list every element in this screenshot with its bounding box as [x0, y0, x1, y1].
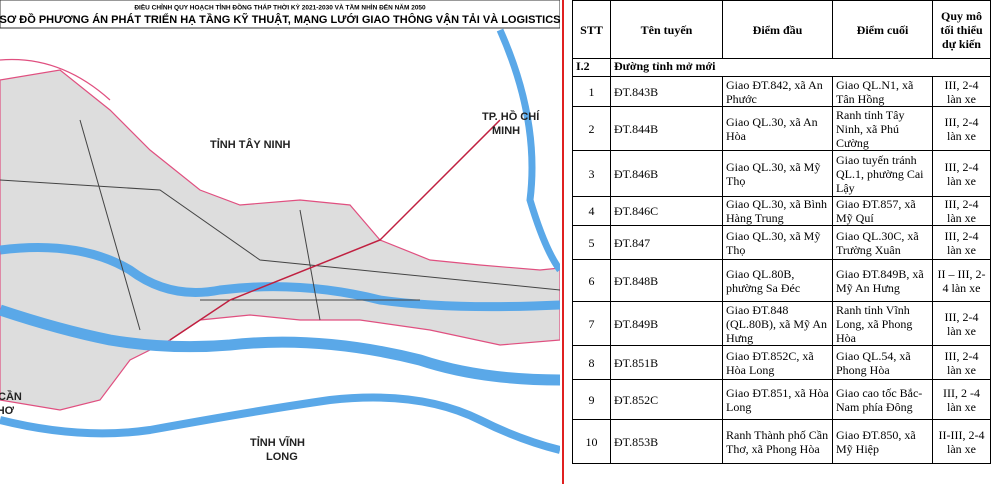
table-cell: Giao QL.30, xã Mỹ Thọ: [722, 225, 833, 260]
table-cell: Giao ĐT.852C, xã Hòa Long: [722, 345, 833, 380]
table-cell: ĐT.847: [610, 225, 723, 260]
table-cell: 1: [572, 76, 611, 107]
border: [0, 58, 111, 101]
table-cell: III, 2-4 làn xe: [932, 106, 991, 151]
table-cell: Giao ĐT.857, xã Mỹ Quí: [832, 196, 933, 226]
divider: [562, 0, 564, 484]
table-row: 10 ĐT.853B Ranh Thành phố Cần Thơ, xã Phon…: [572, 419, 991, 464]
map: ĐIỀU CHỈNH QUY HOẠCH TỈNH ĐỒNG THÁP THỜI…: [0, 0, 560, 463]
table-cell: III, 2-4 làn xe: [932, 150, 991, 197]
header-cell: Quy mô tối thiểu dự kiến: [932, 0, 991, 59]
table-row: 5 ĐT.847 Giao QL.30, xã Mỹ Thọ Giao QL.30C,…: [572, 225, 991, 260]
table-row: 7 ĐT.849B Giao ĐT.848 (QL.80B), xã Mỹ An H…: [572, 301, 991, 346]
table-cell: ĐT.851B: [610, 345, 723, 380]
table-row: 6 ĐT.848B Giao QL.80B, phường Sa Đéc Giao Đ…: [572, 259, 991, 302]
table-cell: 2: [572, 106, 611, 151]
table-row: 9 ĐT.852C Giao ĐT.851, xã Hòa Long Giao cao…: [572, 379, 991, 420]
table-row: 2 ĐT.844B Giao QL.30, xã An Hòa Ranh tỉnh T…: [572, 106, 991, 151]
table-cell: ĐT.848B: [610, 259, 723, 302]
table-cell: ĐT.853B: [610, 419, 723, 464]
table-cell: 4: [572, 196, 611, 226]
table-cell: Giao QL.N1, xã Tân Hồng: [832, 76, 933, 107]
table-cell: III, 2-4 làn xe: [932, 196, 991, 226]
map-subtitle: ĐIỀU CHỈNH QUY HOẠCH TỈNH ĐỒNG THÁP THỜI…: [134, 2, 426, 12]
region-label: TỈNH TÂY NINH: [210, 138, 291, 151]
table-cell: Ranh tỉnh Tây Ninh, xã Phú Cường: [832, 106, 933, 151]
table-cell: Giao QL.30, xã An Hòa: [722, 106, 833, 151]
table-cell: Giao ĐT.849B, xã Mỹ An Hưng: [832, 259, 933, 302]
table-row: 1 ĐT.843B Giao ĐT.842, xã An Phước Giao QL.…: [572, 76, 991, 107]
region-label: TP. HỒ CHÍ: [482, 110, 540, 123]
table-cell: 5: [572, 225, 611, 260]
table-cell: Giao QL.30, xã Mỹ Thọ: [722, 150, 833, 197]
table-cell: ĐT.843B: [610, 76, 723, 107]
table-cell: ĐT.846C: [610, 196, 723, 226]
table-cell: ĐT.849B: [610, 301, 723, 346]
table-cell: 9: [572, 379, 611, 420]
table-cell: Giao ĐT.848 (QL.80B), xã Mỹ An Hưng: [722, 301, 833, 346]
table-cell: Giao tuyến tránh QL.1, phường Cai Lậy: [832, 150, 933, 197]
header-cell: Điểm cuối: [832, 0, 933, 59]
region-label: LONG: [266, 451, 298, 463]
table-cell: 3: [572, 150, 611, 197]
road-main: [169, 119, 501, 341]
table-cell: Ranh Thành phố Cần Thơ, xã Phong Hòa: [722, 419, 833, 464]
table-cell: Ranh tỉnh Vĩnh Long, xã Phong Hòa: [832, 301, 933, 346]
table-row: 3 ĐT.846B Giao QL.30, xã Mỹ Thọ Giao tuyến …: [572, 150, 991, 197]
river: [496, 28, 560, 273]
table-cell: III, 2-4 làn xe: [932, 345, 991, 380]
province-area: [0, 69, 560, 411]
table-cell: Giao ĐT.850, xã Mỹ Hiệp: [832, 419, 933, 464]
table-cell: III, 2-4 làn xe: [932, 76, 991, 107]
header-cell: STT: [572, 0, 611, 59]
table-cell: 6: [572, 259, 611, 302]
table-row: 4 ĐT.846C Giao QL.30, xã Bình Hàng Trung Gi…: [572, 196, 991, 226]
section-title: Đường tỉnh mở mới: [610, 58, 991, 77]
river: [0, 393, 560, 454]
region-label: CẦN: [0, 390, 22, 403]
section-row: I.2 Đường tỉnh mở mới: [572, 58, 991, 77]
map-title: SƠ ĐỒ PHƯƠNG ÁN PHÁT TRIỂN HẠ TẦNG KỸ TH…: [0, 13, 560, 26]
table-cell: III, 2-4 làn xe: [932, 225, 991, 260]
header-row: STT Tên tuyến Điểm đầu Điểm cuối Quy mô tối …: [572, 0, 991, 59]
table-cell: II-III, 2-4 làn xe: [932, 419, 991, 464]
table-cell: Giao ĐT.851, xã Hòa Long: [722, 379, 833, 420]
region-label: THƠ: [0, 405, 15, 417]
table-cell: Giao QL.30, xã Bình Hàng Trung: [722, 196, 833, 226]
road: [0, 119, 560, 331]
table-cell: 8: [572, 345, 611, 380]
title-box: [0, 0, 560, 29]
table-cell: Giao QL.30C, xã Trường Xuân: [832, 225, 933, 260]
table-cell: 7: [572, 301, 611, 346]
table-cell: Giao QL.80B, phường Sa Đéc: [722, 259, 833, 302]
table-row: 8 ĐT.851B Giao ĐT.852C, xã Hòa Long Giao QL…: [572, 345, 991, 380]
table-cell: II – III, 2-4 làn xe: [932, 259, 991, 302]
river: [0, 243, 560, 312]
table-cell: Giao QL.54, xã Phong Hòa: [832, 345, 933, 380]
table-cell: ĐT.846B: [610, 150, 723, 197]
table-cell: Giao ĐT.842, xã An Phước: [722, 76, 833, 107]
region-label: TỈNH VĨNH: [250, 436, 305, 449]
table-cell: ĐT.844B: [610, 106, 723, 151]
table-cell: III, 2 -4 làn xe: [932, 379, 991, 420]
route-table: STT Tên tuyến Điểm đầu Điểm cuối Quy mô tối …: [572, 0, 991, 464]
table-cell: III, 2-4 làn xe: [932, 301, 991, 346]
header-cell: Điểm đầu: [722, 0, 833, 59]
section-id: I.2: [572, 58, 611, 77]
table-cell: ĐT.852C: [610, 379, 723, 420]
header-cell: Tên tuyến: [610, 0, 723, 59]
region-label: MINH: [492, 125, 520, 137]
table-cell: Giao cao tốc Bắc-Nam phía Đông: [832, 379, 933, 420]
table-cell: 10: [572, 419, 611, 464]
river: [0, 304, 560, 386]
